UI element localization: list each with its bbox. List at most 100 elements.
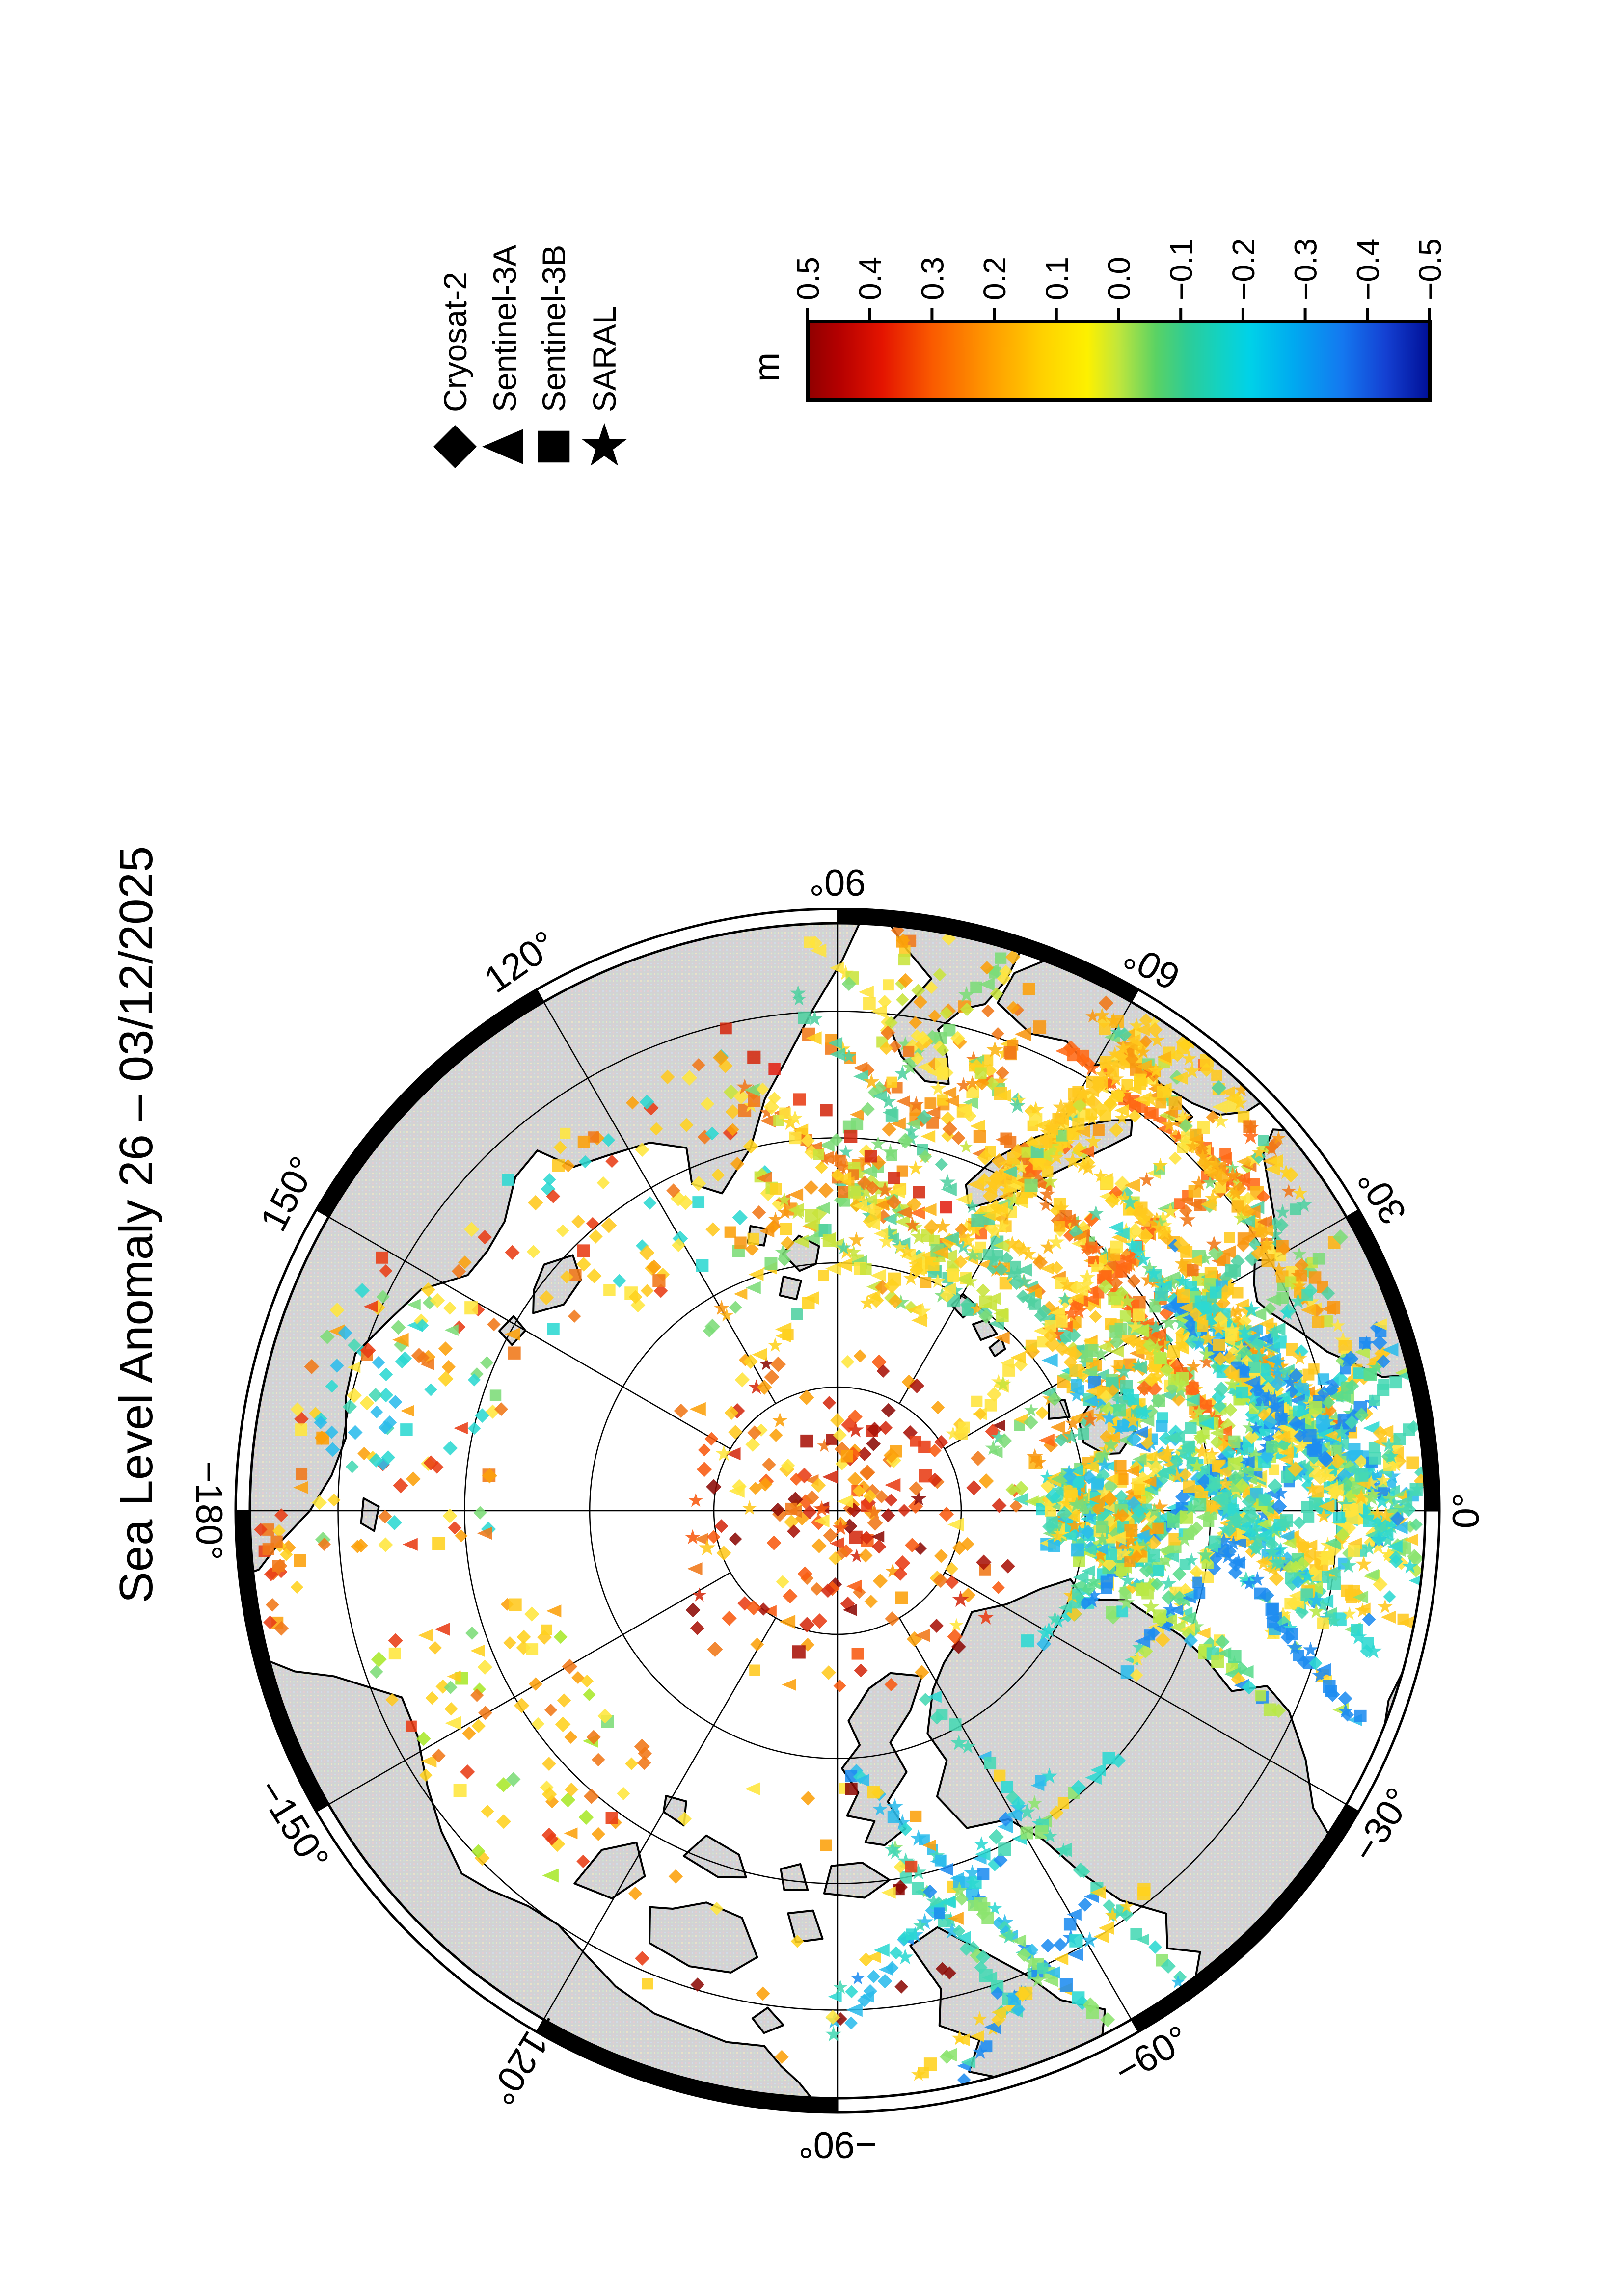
frame-black-arc [537,2019,838,2112]
data-point [1004,1136,1017,1148]
data-point [1092,1124,1105,1136]
meridian--150 [328,1572,731,1805]
data-point [1276,1291,1289,1304]
data-point [1248,1361,1260,1373]
data-point [970,981,982,993]
data-point [943,1024,956,1037]
data-point [1258,1135,1269,1146]
data-point [998,1842,1011,1856]
colorbar-tick-label: −0.3 [1288,239,1324,300]
frame-tick [316,1804,329,1813]
meridian-120 [543,1001,777,1404]
data-point [1046,1516,1058,1528]
data-point [1020,1826,1033,1840]
data-point [958,1421,970,1434]
data-point [1284,1597,1297,1610]
frame-black-arc [1346,1210,1439,1511]
data-point [296,1468,308,1480]
data-point [947,1268,959,1281]
data-point [1389,1376,1402,1389]
data-point [1285,1276,1297,1287]
data-point [605,1812,618,1824]
data-point [1078,1428,1089,1440]
data-point [971,1395,983,1408]
data-point [780,1223,792,1235]
land-fjl-3 [988,1337,1006,1358]
data-point [1274,1413,1288,1425]
data-point [509,1598,522,1611]
data-point [980,2040,993,2053]
data-point [642,1978,653,1990]
data-point [1280,1514,1293,1527]
colorbar-tick-label: 0.5 [790,257,826,300]
data-point [1211,1655,1224,1668]
data-point [973,1130,986,1143]
data-point [1048,1540,1060,1552]
data-point [1193,1587,1206,1599]
meridian-label--120: −120° [480,2006,568,2112]
data-point [560,1127,571,1139]
data-point [1133,1308,1145,1321]
data-point [1369,1394,1380,1406]
data-point [1099,1023,1111,1036]
data-point [789,1131,802,1145]
land-wrangel [360,1497,380,1532]
data-point [1258,1494,1271,1506]
data-point [547,1323,560,1335]
data-point [577,1135,590,1148]
data-point [577,1244,590,1257]
data-point [1111,1015,1124,1028]
data-point [1040,1135,1053,1148]
page-title: Sea Level Anomaly 26 – 03/12/2025 [110,846,162,1603]
colorbar-tick-label: 0.0 [1102,257,1137,300]
data-point [850,1118,864,1130]
frame-black-arc [236,1511,329,1812]
data-point [1378,1379,1389,1390]
data-point [400,1423,413,1436]
data-point [1063,1918,1077,1931]
data-point [1072,1588,1083,1600]
data-point [1124,1524,1138,1537]
data-point [779,1107,791,1119]
data-point [541,1624,553,1636]
data-point [1353,1367,1365,1379]
frame-tick [1346,1804,1359,1813]
data-point [526,1643,539,1655]
map-frame-ring [234,908,1441,2114]
data-point [1021,1634,1034,1648]
data-point [849,1530,863,1544]
data-point [764,1257,778,1271]
colorbar-ticks: 0.5 0.4 0.3 0.2 0.1 0.0 −0.1 −0.2 −0.3 −0.4 −0.5 [790,239,1448,321]
data-point [1154,1352,1166,1365]
data-point [1152,1522,1164,1535]
data-point [432,1537,446,1550]
data-point [1141,1587,1154,1600]
data-point [1144,1107,1156,1119]
data-point [1308,1443,1322,1457]
data-point [1290,1203,1301,1215]
data-point [747,1050,761,1064]
data-point [1295,1270,1307,1282]
data-point [1276,1240,1289,1253]
data-point [502,1174,514,1186]
data-point [406,1720,417,1732]
data-point [1153,1394,1165,1407]
data-point [1155,1097,1166,1109]
meridian-label--90: −90° [798,2124,876,2165]
frame-black-arc [838,909,1138,1002]
data-point [906,1928,917,1940]
data-point [994,1769,1006,1782]
data-point [748,1095,761,1107]
data-point [984,1757,997,1769]
meridian-label--60: −60° [1108,2017,1196,2092]
meridian-label--30: −30° [1344,1781,1421,1869]
data-point [985,1146,996,1157]
data-point [1346,1512,1359,1525]
data-point [1119,1310,1131,1322]
data-point [883,979,894,991]
land-melville [682,1834,747,1879]
land-new-siberian-2 [498,1315,527,1346]
data-point [1185,1422,1197,1434]
data-point [388,1647,401,1660]
data-point [820,1839,832,1851]
